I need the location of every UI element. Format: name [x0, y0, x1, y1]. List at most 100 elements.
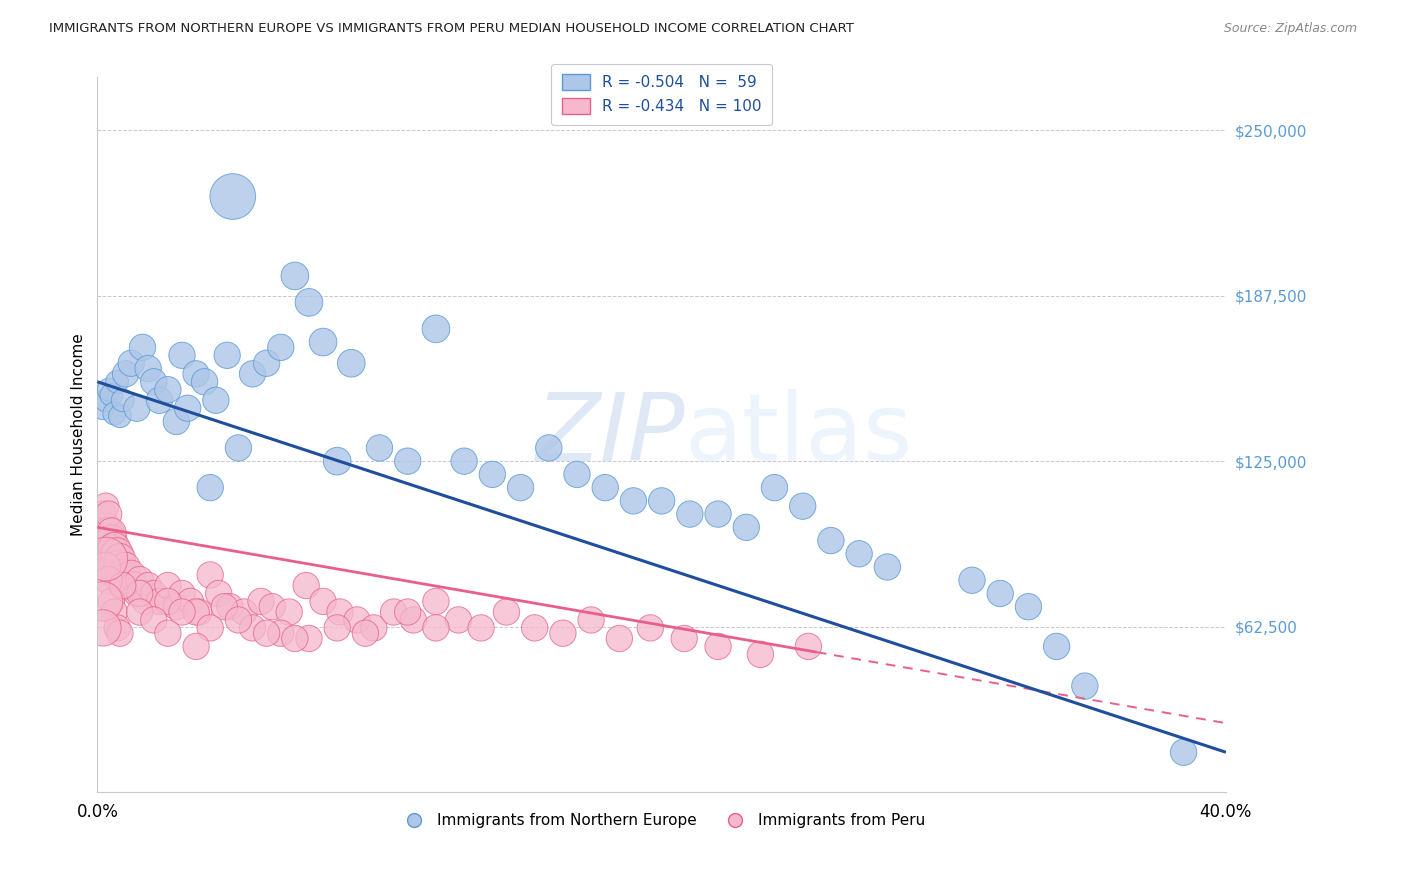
Point: [165, 414, 187, 428]
Point: [228, 441, 250, 455]
Point: [105, 621, 128, 635]
Point: [94, 533, 117, 548]
Point: [329, 605, 352, 619]
Text: ZIP: ZIP: [534, 389, 685, 480]
Point: [222, 189, 245, 203]
Point: [200, 481, 222, 495]
Point: [114, 560, 136, 574]
Point: [523, 621, 546, 635]
Point: [111, 568, 134, 582]
Point: [111, 578, 134, 592]
Point: [165, 599, 187, 614]
Point: [184, 605, 207, 619]
Point: [103, 605, 125, 619]
Point: [108, 552, 131, 566]
Point: [326, 621, 349, 635]
Point: [91, 401, 114, 416]
Point: [551, 626, 574, 640]
Point: [97, 541, 120, 556]
Point: [735, 520, 758, 534]
Point: [89, 515, 111, 529]
Point: [94, 393, 117, 408]
Point: [156, 383, 179, 397]
Point: [170, 605, 193, 619]
Point: [447, 613, 470, 627]
Point: [156, 594, 179, 608]
Point: [128, 586, 150, 600]
Point: [111, 578, 134, 592]
Point: [200, 621, 222, 635]
Point: [128, 605, 150, 619]
Point: [679, 507, 702, 521]
Point: [470, 621, 492, 635]
Point: [707, 640, 730, 654]
Point: [148, 594, 170, 608]
Point: [278, 605, 301, 619]
Point: [262, 599, 284, 614]
Point: [100, 547, 122, 561]
Point: [382, 605, 405, 619]
Point: [105, 560, 128, 574]
Point: [148, 393, 170, 408]
Point: [108, 560, 131, 574]
Point: [425, 322, 447, 336]
Point: [396, 605, 419, 619]
Point: [270, 340, 292, 354]
Point: [579, 613, 602, 627]
Point: [156, 626, 179, 640]
Point: [97, 507, 120, 521]
Point: [142, 613, 165, 627]
Point: [797, 640, 820, 654]
Point: [298, 295, 321, 310]
Point: [200, 568, 222, 582]
Point: [749, 648, 772, 662]
Point: [205, 393, 228, 408]
Point: [91, 525, 114, 540]
Point: [256, 356, 278, 370]
Point: [136, 361, 159, 376]
Point: [184, 367, 207, 381]
Point: [214, 599, 236, 614]
Point: [97, 383, 120, 397]
Point: [100, 594, 122, 608]
Point: [94, 560, 117, 574]
Point: [105, 375, 128, 389]
Point: [312, 334, 335, 349]
Point: [125, 586, 148, 600]
Point: [94, 552, 117, 566]
Point: [354, 626, 377, 640]
Point: [142, 375, 165, 389]
Point: [170, 586, 193, 600]
Point: [114, 574, 136, 588]
Point: [453, 454, 475, 468]
Point: [170, 348, 193, 362]
Point: [94, 499, 117, 513]
Point: [673, 632, 696, 646]
Point: [340, 356, 363, 370]
Point: [820, 533, 842, 548]
Point: [607, 632, 630, 646]
Point: [537, 441, 560, 455]
Point: [363, 621, 385, 635]
Point: [988, 586, 1011, 600]
Point: [128, 574, 150, 588]
Point: [111, 393, 134, 408]
Point: [396, 454, 419, 468]
Point: [250, 594, 273, 608]
Point: [233, 605, 256, 619]
Point: [131, 340, 153, 354]
Point: [256, 626, 278, 640]
Text: Source: ZipAtlas.com: Source: ZipAtlas.com: [1223, 22, 1357, 36]
Point: [509, 481, 531, 495]
Point: [100, 541, 122, 556]
Point: [142, 586, 165, 600]
Point: [1074, 679, 1097, 693]
Point: [242, 621, 264, 635]
Y-axis label: Median Household Income: Median Household Income: [72, 334, 86, 536]
Point: [651, 494, 673, 508]
Point: [91, 507, 114, 521]
Point: [707, 507, 730, 521]
Point: [122, 578, 145, 592]
Point: [103, 541, 125, 556]
Point: [219, 599, 242, 614]
